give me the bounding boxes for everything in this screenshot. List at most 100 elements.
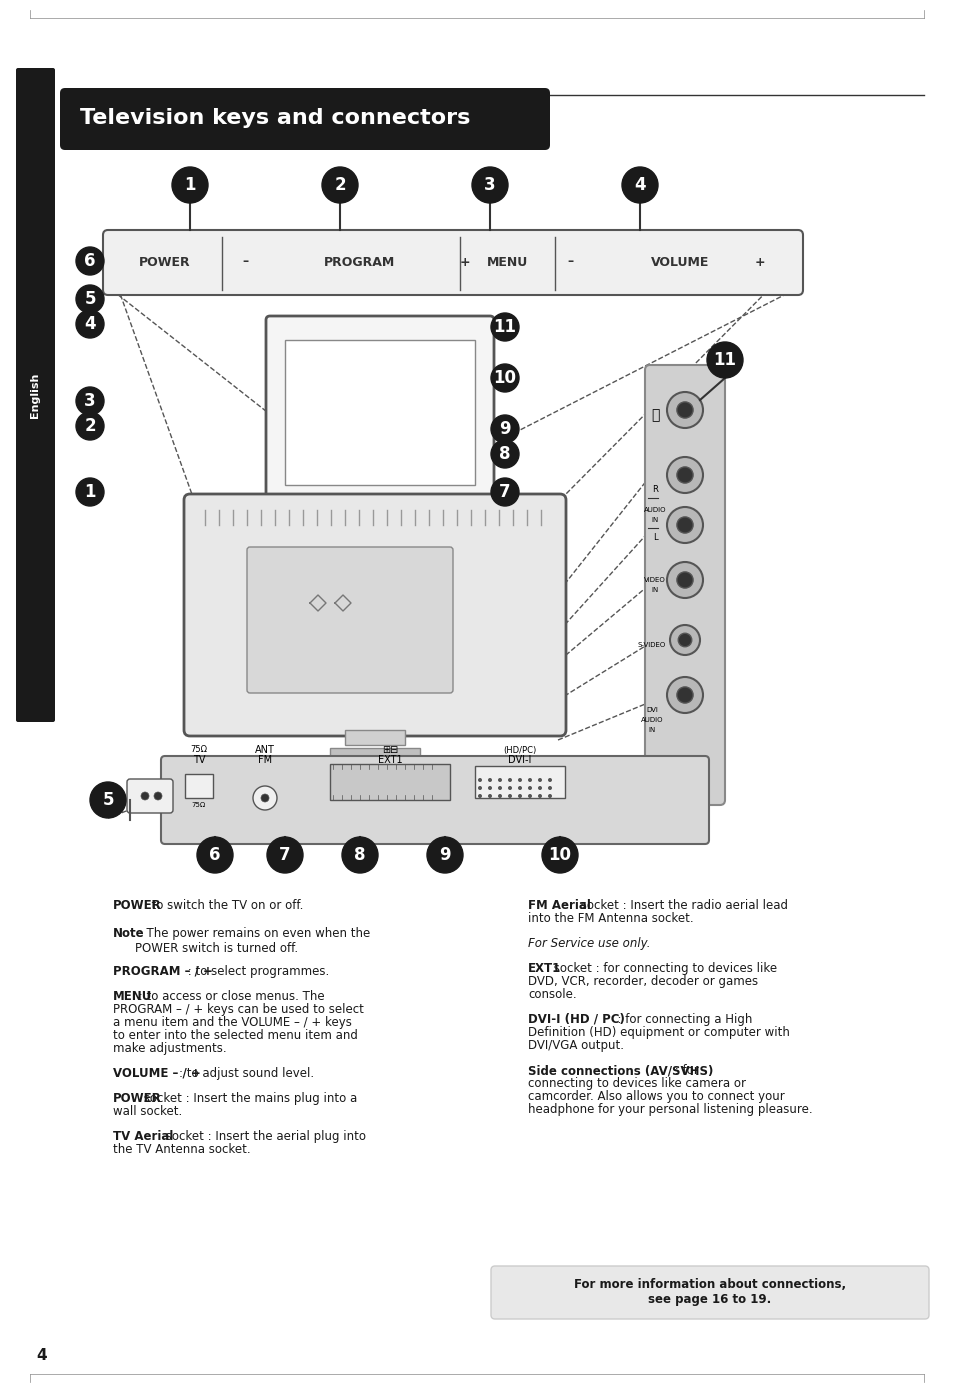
Text: 6: 6 xyxy=(84,252,95,270)
Text: AUDIO: AUDIO xyxy=(643,507,665,514)
Text: Side connections (AV/SVHS): Side connections (AV/SVHS) xyxy=(527,1063,713,1077)
Text: –: – xyxy=(566,256,573,269)
FancyBboxPatch shape xyxy=(103,230,802,295)
Circle shape xyxy=(477,793,481,798)
Circle shape xyxy=(322,167,357,203)
Text: DVI: DVI xyxy=(645,707,658,713)
Circle shape xyxy=(172,167,208,203)
FancyBboxPatch shape xyxy=(266,316,494,504)
Text: AUDIO: AUDIO xyxy=(640,717,662,722)
Circle shape xyxy=(491,415,518,443)
Text: to enter into the selected menu item and: to enter into the selected menu item and xyxy=(112,1029,357,1043)
Text: 75Ω: 75Ω xyxy=(191,746,208,754)
Text: EXT1: EXT1 xyxy=(527,962,560,974)
Text: +: + xyxy=(754,256,764,269)
Circle shape xyxy=(491,440,518,468)
Text: socket : Insert the mains plug into a: socket : Insert the mains plug into a xyxy=(140,1091,357,1105)
Circle shape xyxy=(491,477,518,507)
Circle shape xyxy=(491,363,518,393)
Text: VOLUME: VOLUME xyxy=(650,256,708,269)
Text: R: R xyxy=(652,486,658,494)
Text: : for: : for xyxy=(670,1063,698,1077)
Text: POWER: POWER xyxy=(139,256,191,269)
Text: For Service use only.: For Service use only. xyxy=(527,937,650,949)
Circle shape xyxy=(153,792,162,800)
FancyBboxPatch shape xyxy=(127,780,172,813)
Text: –: – xyxy=(242,256,248,269)
FancyBboxPatch shape xyxy=(184,494,565,736)
Text: 10: 10 xyxy=(548,846,571,864)
Text: 2: 2 xyxy=(334,175,345,193)
Circle shape xyxy=(488,778,492,782)
Text: make adjustments.: make adjustments. xyxy=(112,1043,227,1055)
Circle shape xyxy=(488,786,492,791)
Circle shape xyxy=(677,402,693,418)
Circle shape xyxy=(537,793,541,798)
Bar xyxy=(475,766,564,798)
Text: FM: FM xyxy=(257,754,272,766)
Text: 5: 5 xyxy=(84,290,95,308)
Circle shape xyxy=(537,786,541,791)
Text: into the FM Antenna socket.: into the FM Antenna socket. xyxy=(527,912,693,926)
Text: 7: 7 xyxy=(498,483,510,501)
Text: POWER: POWER xyxy=(112,1091,162,1105)
Text: English: English xyxy=(30,372,40,418)
Circle shape xyxy=(547,778,552,782)
Text: DVI/VGA output.: DVI/VGA output. xyxy=(527,1038,623,1052)
Text: DVI-I (HD / PC): DVI-I (HD / PC) xyxy=(527,1013,624,1026)
Text: 1: 1 xyxy=(84,483,95,501)
Circle shape xyxy=(76,477,104,507)
Text: IN: IN xyxy=(651,516,658,523)
Text: socket : Insert the radio aerial lead: socket : Insert the radio aerial lead xyxy=(577,899,788,912)
Text: the TV Antenna socket.: the TV Antenna socket. xyxy=(112,1143,251,1155)
Circle shape xyxy=(90,782,126,818)
FancyBboxPatch shape xyxy=(491,1265,928,1320)
Text: Note: Note xyxy=(112,927,145,940)
Circle shape xyxy=(76,412,104,440)
Circle shape xyxy=(677,686,693,703)
Bar xyxy=(185,774,213,798)
FancyBboxPatch shape xyxy=(60,88,550,150)
Text: TV: TV xyxy=(193,754,205,766)
Bar xyxy=(345,521,415,530)
Text: 4: 4 xyxy=(84,315,95,333)
Circle shape xyxy=(677,466,693,483)
Text: S-VIDEO: S-VIDEO xyxy=(638,642,665,649)
Text: : to switch the TV on or off.: : to switch the TV on or off. xyxy=(140,899,304,912)
Text: TV Aerial: TV Aerial xyxy=(112,1130,173,1143)
Circle shape xyxy=(341,837,377,873)
Text: For more information about connections,
see page 16 to 19.: For more information about connections, … xyxy=(574,1278,845,1306)
Circle shape xyxy=(666,562,702,599)
Circle shape xyxy=(517,793,521,798)
Bar xyxy=(345,729,405,745)
Circle shape xyxy=(253,786,276,810)
Text: MENU: MENU xyxy=(487,256,528,269)
Text: EXT1: EXT1 xyxy=(377,754,402,766)
Text: console.: console. xyxy=(527,988,576,1001)
Circle shape xyxy=(488,793,492,798)
Bar xyxy=(355,500,405,515)
Text: camcorder. Also allows you to connect your: camcorder. Also allows you to connect yo… xyxy=(527,1090,784,1102)
Circle shape xyxy=(547,793,552,798)
Text: MENU: MENU xyxy=(112,990,152,1004)
Circle shape xyxy=(666,457,702,493)
Circle shape xyxy=(507,778,512,782)
Text: 8: 8 xyxy=(354,846,365,864)
Text: : for connecting a High: : for connecting a High xyxy=(610,1013,752,1026)
Circle shape xyxy=(491,313,518,341)
Circle shape xyxy=(497,786,501,791)
Bar xyxy=(330,764,450,800)
FancyBboxPatch shape xyxy=(16,68,55,722)
Text: +: + xyxy=(459,256,470,269)
Text: 3: 3 xyxy=(484,175,496,193)
Text: socket : Insert the aerial plug into: socket : Insert the aerial plug into xyxy=(162,1130,366,1143)
Text: headphone for your personal listening pleasure.: headphone for your personal listening pl… xyxy=(527,1102,812,1116)
Text: 8: 8 xyxy=(498,445,510,464)
Circle shape xyxy=(678,633,691,647)
Text: 9: 9 xyxy=(498,420,510,438)
Text: socket : for connecting to devices like: socket : for connecting to devices like xyxy=(550,962,777,974)
Text: 4: 4 xyxy=(634,175,645,193)
Circle shape xyxy=(141,792,149,800)
Circle shape xyxy=(706,342,742,379)
FancyBboxPatch shape xyxy=(644,365,724,805)
